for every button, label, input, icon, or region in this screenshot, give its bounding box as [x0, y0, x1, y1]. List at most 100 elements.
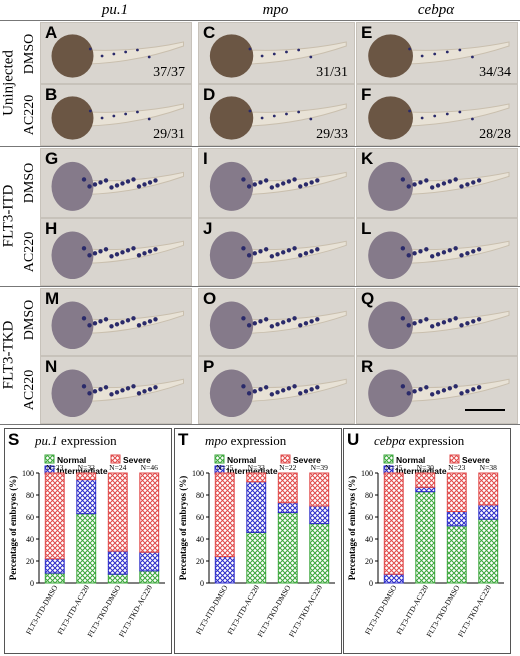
n-label: N=24	[109, 463, 126, 472]
stain-dot	[103, 247, 109, 252]
stain-dot	[120, 388, 125, 393]
stain-dot	[471, 319, 476, 324]
embryo-tail	[88, 378, 184, 402]
bar-segment-intermediate	[446, 511, 467, 527]
bar-segment-normal	[139, 570, 160, 584]
stain-dot	[435, 183, 441, 188]
stain-dot	[252, 251, 257, 256]
stain-dot	[87, 323, 92, 328]
stain-dot	[136, 253, 142, 258]
x-tick-label: FLT3-TKD-AC220	[456, 583, 493, 638]
stain-dot	[406, 253, 411, 258]
stain-dot	[433, 114, 437, 118]
stain-dot	[420, 116, 424, 120]
stain-dot	[275, 390, 280, 395]
x-tick-label: FLT3-TKD-AC220	[117, 583, 154, 638]
stain-dot	[471, 249, 476, 254]
stain-dot	[471, 117, 474, 121]
stain-dot	[114, 183, 120, 188]
stain-dot	[281, 388, 286, 393]
stain-dot	[412, 321, 417, 326]
row-label-dmso: DMSO	[22, 162, 37, 204]
stain-dot	[465, 389, 470, 394]
bar-segment-severe	[107, 472, 128, 552]
embryo-image	[51, 34, 184, 78]
n-label: N=39	[311, 463, 328, 472]
stain-dot	[465, 182, 470, 187]
embryo-image	[209, 161, 347, 211]
group-label-flt3-itd: FLT3-ITD	[0, 184, 17, 248]
stain-dot	[103, 317, 109, 322]
bar-segment-severe	[139, 472, 160, 553]
stain-dot	[447, 248, 452, 253]
stain-dot	[147, 180, 153, 185]
panel-count: 31/31	[316, 65, 348, 80]
stain-dot	[125, 386, 131, 391]
embryo-tail	[248, 240, 347, 264]
stain-dot	[272, 52, 276, 56]
n-label: N=30	[417, 463, 434, 472]
x-tick-label: FLT3-TKD-DMSO	[255, 583, 292, 639]
stain-dot	[441, 250, 447, 255]
stain-dot	[453, 384, 458, 389]
bar-segment-intermediate	[44, 558, 65, 574]
panel-d: D 29/33	[198, 84, 355, 146]
embryo-tail	[407, 240, 510, 264]
stain-dot	[459, 253, 464, 258]
stain-dot	[100, 54, 104, 58]
panel-letter: K	[361, 149, 374, 168]
n-label: N=25	[216, 463, 233, 472]
stain-dot	[260, 116, 264, 120]
y-tick-label: 80	[196, 491, 204, 500]
stain-dot	[453, 246, 458, 251]
stain-dot	[281, 181, 286, 186]
bar-segment-normal	[76, 513, 97, 584]
bar-segment-severe	[246, 472, 267, 483]
stain-dot	[124, 50, 128, 54]
stain-dot	[81, 246, 87, 251]
stain-dot	[92, 182, 98, 187]
stain-dot	[303, 251, 309, 256]
stain-dot	[252, 182, 257, 187]
panel-letter: G	[45, 149, 59, 168]
stain-dot	[109, 254, 114, 259]
stain-dot	[275, 183, 280, 188]
stain-dot	[153, 317, 158, 322]
stain-dot	[87, 184, 92, 189]
embryo-tail	[88, 41, 184, 65]
stain-dot	[246, 184, 252, 189]
stain-dot	[309, 180, 314, 185]
legend-swatch	[44, 454, 55, 464]
panel-j: J	[198, 218, 355, 286]
stain-dot	[445, 112, 449, 116]
stain-dot	[136, 110, 139, 114]
stain-dot	[125, 179, 131, 184]
stain-dot	[430, 185, 435, 190]
n-label: N=22	[279, 463, 296, 472]
stain-dot	[286, 179, 292, 184]
stain-dot	[424, 317, 429, 322]
bar-segment-intermediate	[277, 502, 298, 514]
bar-segment-normal	[277, 512, 298, 584]
separator-line	[0, 424, 520, 425]
stain-dot	[263, 247, 269, 252]
stain-dot	[131, 246, 136, 251]
stain-dot	[147, 387, 153, 392]
stain-dot	[298, 323, 303, 328]
stain-dot	[445, 50, 449, 54]
embryo-yolk	[209, 96, 254, 140]
panel-i: I	[198, 148, 355, 218]
stain-dot	[447, 179, 452, 184]
bar-segment-severe	[44, 472, 65, 560]
y-tick-label: 20	[196, 557, 204, 566]
bar-segment-normal	[44, 572, 65, 584]
stain-dot	[430, 254, 435, 259]
stain-dot	[131, 316, 136, 321]
embryo-yolk	[209, 301, 254, 350]
legend-label: Normal	[227, 455, 256, 465]
stain-dot	[418, 249, 423, 254]
stain-dot	[153, 247, 158, 252]
embryo-image	[209, 301, 347, 350]
panel-letter: Q	[361, 289, 375, 308]
y-tick-label: 20	[365, 557, 373, 566]
